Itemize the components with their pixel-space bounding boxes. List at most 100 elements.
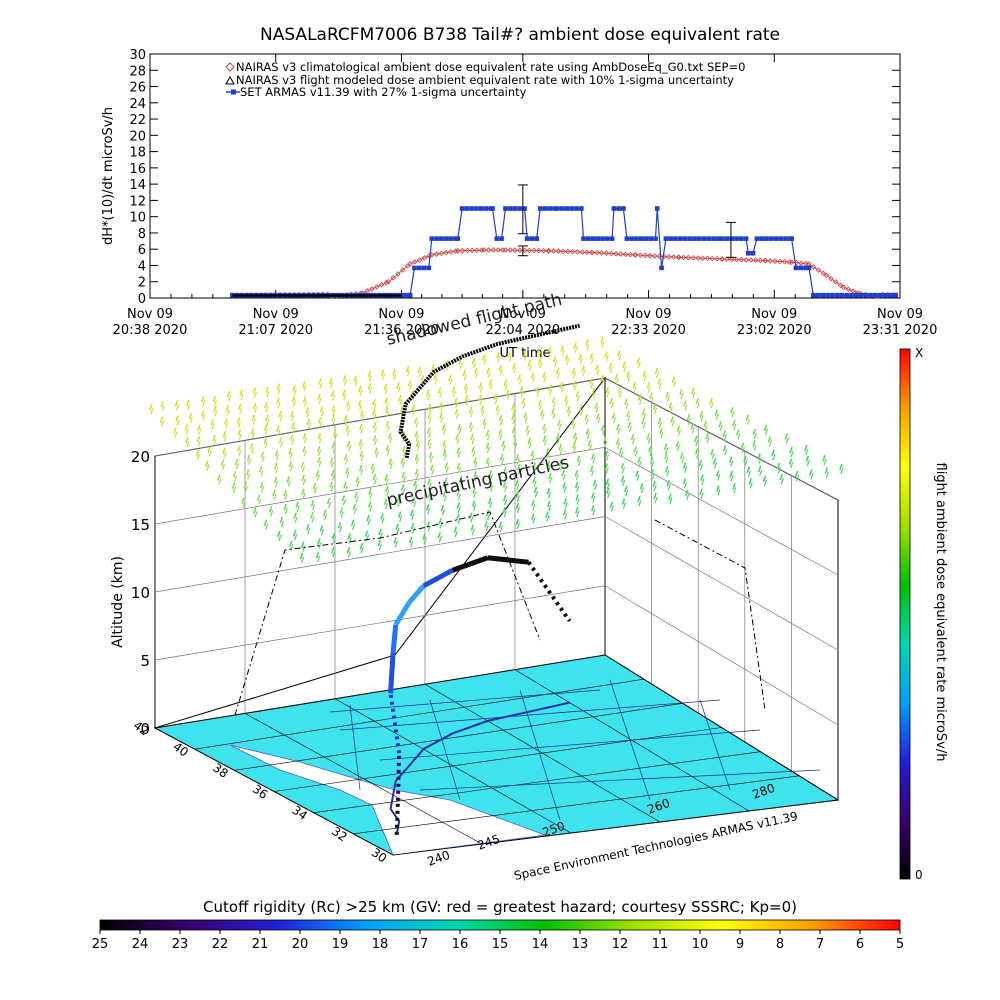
particle-mark: [478, 394, 482, 402]
particle-mark: [293, 512, 297, 520]
particle-mark: [616, 424, 620, 431]
particle-mark: [542, 423, 546, 430]
particle-mark: [377, 539, 382, 547]
particle-mark: [287, 480, 291, 487]
particle-mark: [515, 454, 520, 461]
particle-mark: [279, 516, 284, 524]
particle-mark: [658, 382, 662, 389]
particle-mark: [360, 468, 364, 476]
floor-gridline: [154, 727, 394, 856]
data-point: [820, 292, 826, 298]
particle-mark: [454, 530, 458, 538]
particle-mark: [694, 448, 699, 455]
particle-mark: [695, 397, 700, 405]
particle-mark: [443, 444, 447, 451]
floor-gridline: [234, 703, 683, 771]
particle-mark: [638, 461, 642, 468]
particle-mark: [542, 435, 547, 442]
particle-mark: [653, 407, 658, 415]
particle-mark: [498, 414, 503, 422]
particle-mark: [521, 398, 526, 405]
particle-mark: [433, 373, 437, 380]
particle-mark: [408, 384, 413, 391]
particle-mark: [357, 400, 362, 407]
particle-mark: [251, 432, 256, 439]
particle-mark: [342, 389, 346, 397]
particle-mark: [575, 494, 579, 501]
rigidity-tick-label: 19: [332, 937, 349, 952]
particle-mark: [341, 495, 346, 502]
data-point: [716, 236, 721, 241]
particle-mark: [520, 390, 524, 397]
particle-mark: [592, 479, 597, 487]
particle-mark: [393, 537, 397, 544]
particle-mark: [253, 507, 257, 514]
particle-mark: [489, 501, 493, 509]
data-point: [783, 236, 788, 241]
particle-mark: [575, 390, 580, 398]
particle-mark: [306, 418, 311, 426]
particle-mark: [426, 389, 430, 397]
particle-mark: [663, 443, 668, 450]
particle-mark: [746, 466, 751, 474]
particle-mark: [300, 461, 305, 469]
particle-mark: [547, 492, 551, 499]
data-point: [759, 236, 765, 241]
particle-mark: [753, 432, 757, 440]
data-point: [552, 206, 557, 211]
particle-mark: [352, 523, 356, 530]
data-point: [534, 236, 540, 241]
data-point: [844, 292, 849, 298]
particle-mark: [733, 487, 737, 494]
particle-mark: [562, 473, 566, 481]
particle-mark: [557, 371, 561, 379]
particle-mark: [332, 409, 336, 416]
data-point: [793, 265, 799, 271]
particle-mark: [573, 446, 577, 453]
particle-mark: [445, 481, 449, 489]
particle-mark: [540, 409, 544, 417]
floor-gridline: [334, 698, 572, 834]
particle-mark: [440, 416, 444, 423]
particle-mark: [576, 498, 580, 505]
particle-mark: [400, 457, 405, 464]
particle-mark: [548, 472, 552, 480]
particle-mark: [243, 481, 248, 489]
particle-mark: [503, 379, 508, 387]
particle-mark: [260, 470, 264, 477]
data-point: [547, 206, 553, 211]
particle-mark: [592, 496, 596, 503]
particle-mark: [525, 425, 530, 432]
particle-mark: [653, 492, 657, 500]
particle-mark: [265, 386, 269, 394]
particle-mark: [566, 406, 571, 413]
rigidity-tick-label: 23: [172, 937, 189, 952]
particle-mark: [303, 385, 307, 392]
data-point: [806, 261, 812, 267]
particle-mark: [772, 453, 776, 461]
particle-mark: [441, 509, 445, 516]
particle-mark: [264, 441, 268, 449]
particle-mark: [310, 499, 315, 507]
particle-mark: [332, 473, 336, 481]
y-tick-label: 6: [138, 243, 146, 258]
particle-mark: [367, 501, 372, 508]
particle-mark: [272, 489, 276, 496]
particle-mark: [420, 375, 425, 382]
particle-mark: [465, 398, 469, 406]
particle-mark: [571, 367, 576, 375]
particle-mark: [679, 388, 683, 396]
particle-mark: [606, 391, 610, 398]
data-point: [764, 236, 769, 241]
particle-mark: [457, 451, 461, 458]
rigidity-tick-label: 10: [692, 937, 709, 952]
particle-mark: [224, 418, 228, 425]
particle-mark: [355, 476, 359, 484]
particle-mark: [408, 536, 413, 544]
particle-mark: [617, 350, 621, 357]
particle-mark: [576, 395, 580, 402]
particle-mark: [406, 370, 411, 377]
particle-mark: [266, 391, 270, 398]
particle-mark: [423, 537, 427, 544]
particle-mark: [367, 371, 372, 378]
